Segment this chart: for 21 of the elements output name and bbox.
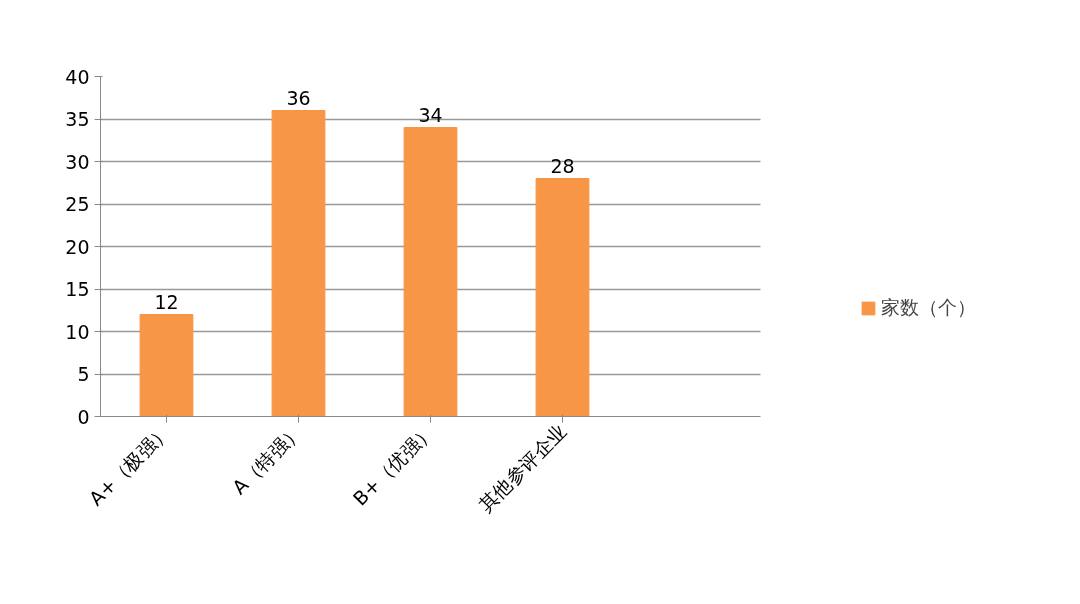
y-tick-label: 5 (77, 363, 90, 385)
bar (403, 127, 458, 417)
y-tick-label: 0 (77, 405, 90, 428)
y-tick-label: 30 (65, 150, 90, 173)
bar (271, 110, 326, 417)
y-tick-label: 40 (65, 65, 90, 88)
data-label: 12 (154, 290, 179, 313)
y-tick-label: 35 (65, 108, 90, 130)
data-label: 28 (550, 154, 575, 177)
bar (139, 314, 194, 417)
legend-label: 家数（个） (881, 295, 976, 320)
x-tick-label: B+（优强） (348, 419, 439, 510)
data-label: 36 (286, 86, 311, 109)
y-tick-label: 15 (65, 278, 90, 300)
x-tick-label: A（特强） (227, 419, 307, 499)
data-label: 34 (418, 103, 443, 126)
y-tick-label: 20 (65, 235, 90, 258)
bar (535, 178, 590, 417)
y-tick-label: 25 (65, 193, 90, 215)
y-tick-label: 10 (65, 320, 90, 343)
x-tick-label: 其他参评企业 (474, 419, 571, 516)
